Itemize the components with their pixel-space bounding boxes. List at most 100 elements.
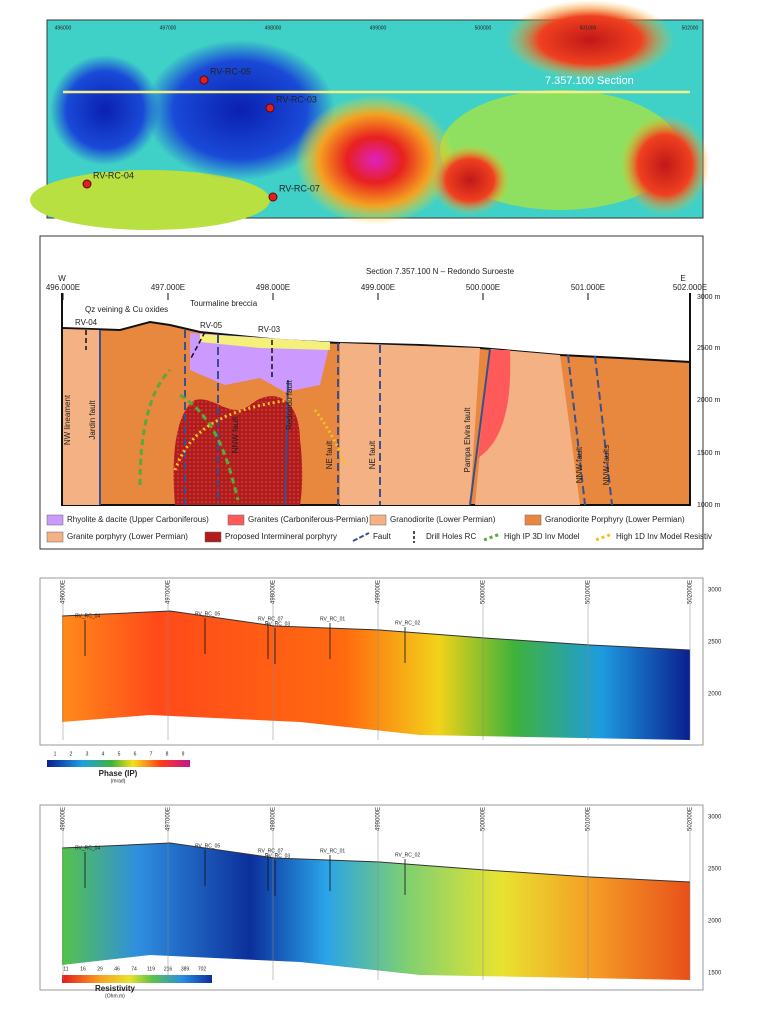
legend-swatch: [352, 532, 370, 542]
colorbar-title: Resistivity: [95, 984, 136, 993]
easting-label: 496000E: [61, 807, 67, 831]
colorbar-label: 8: [166, 751, 169, 757]
easting-label: 497.000E: [151, 283, 185, 292]
easting-label: 499.000E: [361, 283, 395, 292]
elevation-label: 2500: [708, 640, 722, 646]
drill-label: RV_RC_03: [265, 621, 290, 627]
east-label: E: [680, 274, 685, 283]
fault: [594, 355, 613, 506]
legend-label: Granites (Carboniferous-Permian): [248, 515, 369, 524]
resistivity-model: [62, 843, 690, 980]
granite: [478, 350, 511, 458]
easting-label: 498000E: [271, 580, 277, 604]
map-anomaly: [295, 95, 455, 225]
west-label: W: [58, 274, 66, 283]
colorbar-label: 389: [181, 966, 190, 972]
ip-model: [62, 611, 690, 740]
granodiorite: [340, 343, 480, 505]
elevation-label: 3000: [708, 815, 722, 821]
easting-label: 500.000E: [466, 283, 500, 292]
colorbar-label: 119: [147, 966, 155, 972]
elevation-label: 2500: [708, 867, 722, 873]
easting-label: 496.000E: [46, 283, 80, 292]
drill-label: RV_RC_04: [75, 845, 100, 851]
structure-label: NNW faults: [602, 445, 611, 485]
drill-label: RV-03: [258, 325, 281, 334]
elevation-label: 2000: [708, 692, 722, 698]
drill-label: RV-RC-07: [279, 183, 320, 193]
annotation: Qz veining & Cu oxides: [85, 305, 168, 314]
legend-label: Granodiorite (Lower Permian): [390, 515, 496, 524]
fault: [284, 379, 289, 506]
colorbar-title: Phase (IP): [99, 769, 138, 778]
drill-label: RV-RC-03: [276, 94, 317, 104]
legend-swatch: [483, 532, 501, 542]
colorbar-label: 2: [70, 751, 73, 757]
legend-swatch: [227, 514, 245, 526]
drill-hole: [189, 331, 206, 361]
colorbar-label: 5: [118, 751, 121, 757]
elevation-label: 1000 m: [697, 502, 721, 509]
colorbar-label: 3: [86, 751, 89, 757]
drill-label: RV_RC_02: [395, 620, 420, 626]
legend-swatch: [369, 514, 387, 526]
legend-label: Granite porphyry (Lower Permian): [67, 532, 188, 541]
legend-label: Granodiorite Porphyry (Lower Permian): [545, 515, 685, 524]
easting-label: 502000E: [688, 580, 694, 604]
drill-label: RV-05: [200, 321, 223, 330]
resistivity-colorbar: [62, 975, 212, 983]
topography: [61, 610, 691, 651]
drill-label: RV_RC_07: [258, 616, 283, 622]
legend-swatch: [46, 531, 64, 543]
drill-label: RV_RC_05: [195, 843, 220, 849]
resistivity-anomaly: [173, 398, 291, 471]
section-title: Section 7.357.100 N – Redondo Suroeste: [366, 267, 515, 276]
drill-label: RV_RC_02: [395, 852, 420, 858]
legend-label: Rhyolite & dacite (Upper Carboniferous): [67, 515, 209, 524]
colorbar-label: 6: [134, 751, 137, 757]
legend-label: High 1D Inv Model Resistiv: [616, 532, 712, 541]
colorbar-label: 9: [182, 751, 185, 757]
drill-label: RV_RC_05: [195, 611, 220, 617]
intermineral-porphyry: [173, 396, 303, 505]
easting-label: 499000E: [376, 807, 382, 831]
annotation: Tourmaline breccia: [190, 299, 258, 308]
drill-marker: [82, 179, 92, 189]
topography: [61, 842, 691, 883]
ip-anomaly: [138, 368, 172, 486]
easting-label: 502.000E: [673, 283, 707, 292]
structure-label: NNW fault: [231, 416, 240, 453]
legend-swatch: [595, 532, 613, 542]
drill-marker: [268, 192, 278, 202]
legend-swatch: [204, 531, 222, 543]
structure-label: NE fault: [325, 440, 334, 469]
colorbar-label: 46: [114, 966, 120, 972]
drill-label: RV_RC_03: [265, 853, 290, 859]
colorbar-unit: (Ohm.m): [105, 993, 125, 999]
colorbar-label: 74: [131, 966, 137, 972]
easting-label: 500000: [475, 25, 492, 31]
colorbar-label: 11: [63, 966, 68, 972]
map-anomaly: [620, 115, 710, 215]
easting-label: 496000: [55, 25, 72, 31]
ip-colorbar: [47, 760, 190, 767]
drill-marker: [199, 75, 209, 85]
drill-label: RV_RC_04: [75, 613, 100, 619]
legend-label: High IP 3D Inv Model: [504, 532, 580, 541]
map-anomaly: [50, 55, 160, 165]
oxide-zone: [200, 334, 330, 350]
legend-label: Drill Holes RC: [426, 532, 476, 541]
colorbar-label: 16: [80, 966, 86, 972]
easting-label: 499000E: [376, 580, 382, 604]
easting-label: 498000E: [271, 807, 277, 831]
elevation-label: 2000 m: [697, 397, 721, 404]
easting-label: 502000E: [688, 807, 694, 831]
easting-label: 500000E: [481, 580, 487, 604]
drill-marker: [265, 103, 275, 113]
drill-label: RV_RC_01: [320, 616, 345, 622]
section-label: 7.357.100 Section: [545, 75, 634, 87]
drill-label: RV-04: [75, 318, 98, 327]
easting-label: 497000: [160, 25, 177, 31]
legend-swatch: [524, 514, 542, 526]
colorbar-label: 4: [102, 751, 105, 757]
